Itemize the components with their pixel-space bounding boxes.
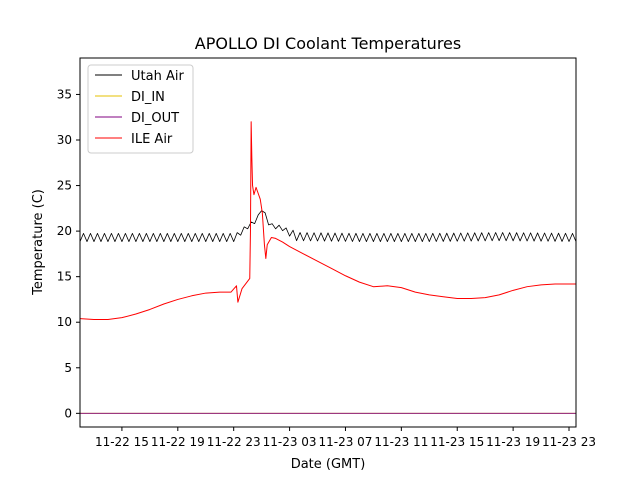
legend-label: Utah Air	[131, 69, 184, 84]
y-tick-label: 5	[64, 361, 72, 375]
y-tick-label: 20	[57, 224, 72, 238]
legend-box	[87, 64, 194, 154]
x-tick-label: 11-22 15	[95, 435, 149, 449]
plot-area-frame	[79, 57, 577, 428]
x-tick-label: 11-22 19	[151, 435, 205, 449]
legend: Utah Air DI_IN DI_OUT ILE Air	[87, 64, 194, 154]
series-layer	[80, 121, 576, 414]
legend-label: DI_IN	[131, 90, 165, 105]
x-tick-label: 11-23 15	[430, 435, 484, 449]
y-tick-label: 0	[64, 406, 72, 420]
x-axis-label: Date (GMT)	[291, 457, 366, 472]
y-axis: 0 5 10 15 20 25 30 35	[57, 87, 80, 420]
chart-title: APOLLO DI Coolant Temperatures	[195, 34, 461, 53]
y-tick-label: 35	[57, 87, 72, 101]
x-tick-label: 11-23 03	[263, 435, 317, 449]
series-line-ile-air	[80, 121, 576, 320]
y-tick-label: 30	[57, 133, 72, 147]
x-axis: 11-22 15 11-22 19 11-22 23 11-23 03 11-23 07…	[95, 427, 596, 449]
legend-label: ILE Air	[131, 132, 173, 147]
y-tick-label: 25	[57, 179, 72, 193]
y-axis-label: Temperature (C)	[31, 189, 46, 296]
y-tick-label: 10	[57, 315, 72, 329]
x-tick-label: 11-23 11	[374, 435, 428, 449]
x-tick-label: 11-23 23	[542, 435, 596, 449]
series-line-utah-air	[80, 210, 576, 242]
y-tick-label: 15	[57, 270, 72, 284]
legend-label: DI_OUT	[131, 111, 179, 126]
x-tick-label: 11-22 23	[207, 435, 261, 449]
x-tick-label: 11-23 07	[318, 435, 372, 449]
x-tick-label: 11-23 19	[486, 435, 540, 449]
